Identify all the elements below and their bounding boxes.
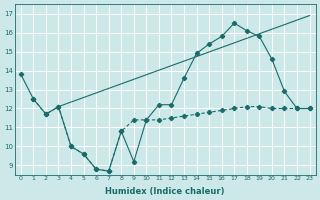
X-axis label: Humidex (Indice chaleur): Humidex (Indice chaleur)	[106, 187, 225, 196]
